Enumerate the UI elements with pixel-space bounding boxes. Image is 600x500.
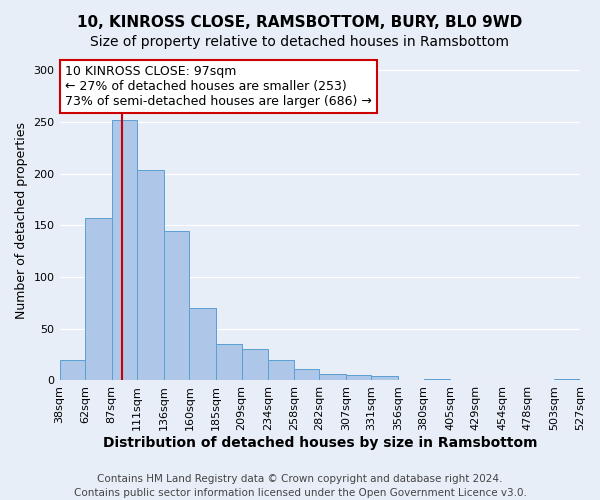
- Bar: [319, 374, 346, 380]
- Text: Contains HM Land Registry data © Crown copyright and database right 2024.
Contai: Contains HM Land Registry data © Crown c…: [74, 474, 526, 498]
- Text: Size of property relative to detached houses in Ramsbottom: Size of property relative to detached ho…: [91, 35, 509, 49]
- Bar: [85, 218, 112, 380]
- Bar: [346, 376, 371, 380]
- Bar: [242, 350, 268, 380]
- Text: 10, KINROSS CLOSE, RAMSBOTTOM, BURY, BL0 9WD: 10, KINROSS CLOSE, RAMSBOTTOM, BURY, BL0…: [77, 15, 523, 30]
- Bar: [137, 170, 164, 380]
- Bar: [164, 230, 190, 380]
- Bar: [216, 344, 242, 380]
- Bar: [59, 360, 85, 380]
- Text: 10 KINROSS CLOSE: 97sqm
← 27% of detached houses are smaller (253)
73% of semi-d: 10 KINROSS CLOSE: 97sqm ← 27% of detache…: [65, 65, 371, 108]
- Bar: [268, 360, 293, 380]
- Y-axis label: Number of detached properties: Number of detached properties: [15, 122, 28, 318]
- X-axis label: Distribution of detached houses by size in Ramsbottom: Distribution of detached houses by size …: [103, 436, 537, 450]
- Bar: [112, 120, 137, 380]
- Bar: [190, 308, 216, 380]
- Bar: [293, 369, 319, 380]
- Bar: [371, 376, 398, 380]
